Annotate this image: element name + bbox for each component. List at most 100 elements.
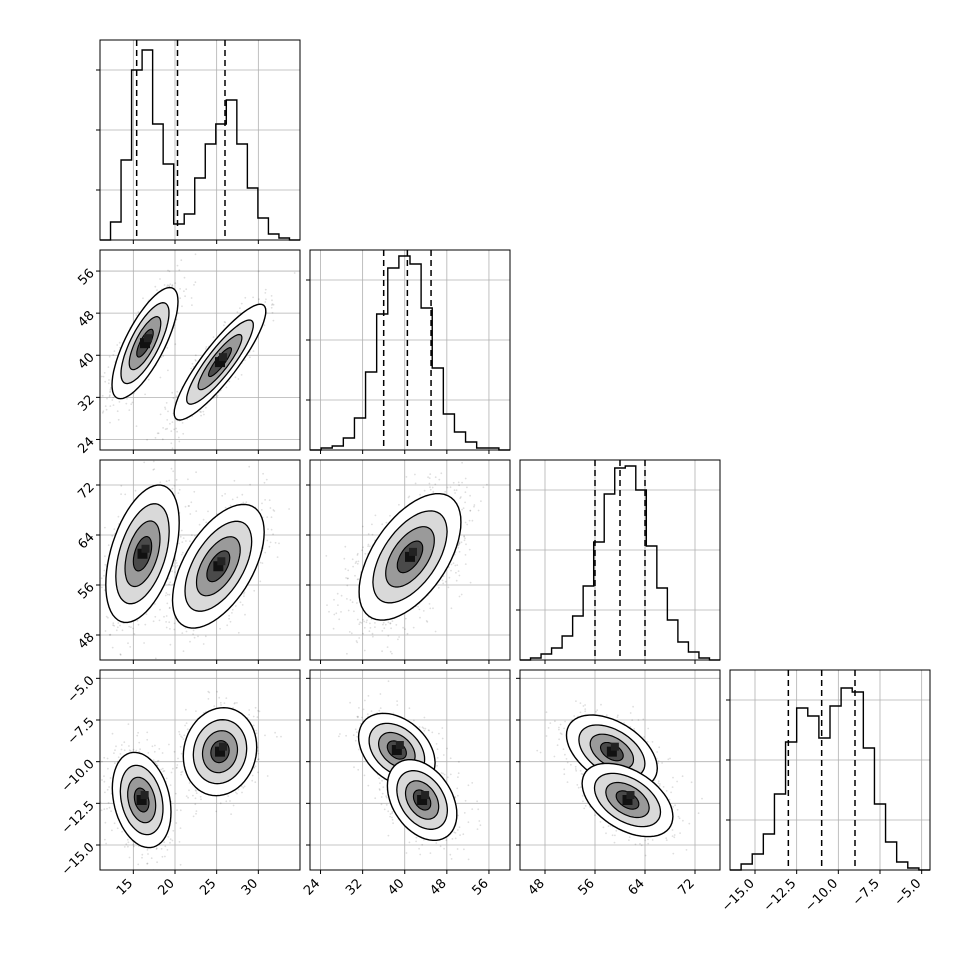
scatter-point <box>207 690 210 693</box>
scatter-point <box>231 608 234 611</box>
scatter-point <box>157 759 160 762</box>
scatter-point <box>333 598 335 601</box>
scatter-point <box>111 646 114 649</box>
scatter-point <box>170 467 173 470</box>
scatter-point <box>101 779 103 781</box>
scatter-point <box>120 748 123 751</box>
scatter-point <box>178 730 181 733</box>
scatter-point <box>464 501 466 504</box>
scatter-point <box>160 848 163 850</box>
scatter-point <box>135 871 137 873</box>
scatter-point <box>109 391 111 394</box>
scatter-point <box>108 395 111 398</box>
scatter-point <box>198 523 201 526</box>
scatter-point <box>276 556 279 558</box>
scatter-point <box>236 792 238 795</box>
scatter-point <box>356 554 359 556</box>
scatter-point <box>161 752 164 754</box>
scatter-point <box>117 515 120 518</box>
scatter-point <box>180 773 183 776</box>
scatter-point <box>272 319 275 322</box>
scatter-point <box>257 752 260 755</box>
x-tick-label: −7.5 <box>850 876 883 909</box>
scatter-point <box>158 748 161 750</box>
scatter-point <box>194 354 197 357</box>
scatter-point <box>137 311 140 313</box>
scatter-point <box>127 745 130 747</box>
scatter-point <box>172 829 175 832</box>
scatter-point <box>220 704 222 706</box>
scatter-point <box>258 710 261 713</box>
scatter-point <box>237 378 240 380</box>
scatter-point <box>153 750 156 753</box>
scatter-point <box>200 798 202 801</box>
scatter-point <box>358 623 361 626</box>
density-peak <box>136 795 147 805</box>
scatter-point <box>101 760 103 763</box>
scatter-point <box>228 380 231 383</box>
scatter-point <box>159 608 161 611</box>
scatter-point <box>225 697 228 699</box>
scatter-point <box>179 827 182 829</box>
scatter-point <box>453 457 455 459</box>
scatter-point <box>227 795 230 797</box>
scatter-point <box>207 510 209 513</box>
scatter-point <box>241 791 243 794</box>
scatter-point <box>153 468 156 470</box>
scatter-point <box>347 609 350 612</box>
scatter-point <box>104 380 107 383</box>
scatter-point <box>179 288 182 290</box>
scatter-point <box>146 849 149 851</box>
scatter-point <box>253 589 256 592</box>
scatter-point <box>267 528 269 530</box>
scatter-point <box>187 478 189 481</box>
scatter-point <box>369 622 371 625</box>
scatter-point <box>116 626 119 629</box>
scatter-point <box>190 534 193 536</box>
scatter-point <box>185 288 188 291</box>
scatter-point <box>129 646 132 648</box>
scatter-point <box>428 454 430 456</box>
scatter-point <box>190 297 193 299</box>
scatter-point <box>176 564 179 567</box>
scatter-point <box>265 298 267 301</box>
scatter-point <box>188 789 190 792</box>
scatter-point <box>170 430 173 433</box>
scatter-point <box>216 394 219 397</box>
scatter-point <box>171 447 174 450</box>
scatter-point <box>219 627 222 630</box>
scatter-point <box>257 270 260 273</box>
scatter-point <box>398 636 400 638</box>
density-peak <box>141 544 150 553</box>
scatter-point <box>114 762 116 765</box>
scatter-point <box>116 827 119 830</box>
scatter-point <box>450 607 453 610</box>
scatter-point <box>192 633 195 635</box>
scatter-point <box>183 734 186 737</box>
scatter-point <box>125 843 128 845</box>
scatter-point <box>162 355 165 357</box>
scatter-point <box>137 863 140 866</box>
scatter-point <box>173 750 176 753</box>
scatter-point <box>270 295 273 297</box>
scatter-point <box>268 545 271 548</box>
scatter-point <box>262 472 264 475</box>
scatter-point <box>175 767 178 769</box>
scatter-point <box>288 508 290 510</box>
scatter-point <box>240 374 243 376</box>
scatter-point <box>119 624 121 627</box>
scatter-point <box>226 624 229 627</box>
scatter-point <box>193 636 196 639</box>
scatter-point <box>192 794 194 797</box>
scatter-point <box>175 822 178 824</box>
scatter-point <box>200 414 203 417</box>
scatter-point <box>165 402 168 404</box>
scatter-point <box>205 346 208 348</box>
scatter-point <box>174 571 176 574</box>
scatter-point <box>434 476 437 479</box>
scatter-point <box>194 359 197 362</box>
scatter-point <box>223 324 225 327</box>
scatter-point <box>194 359 197 361</box>
scatter-point <box>108 379 110 381</box>
scatter-point <box>128 625 131 628</box>
